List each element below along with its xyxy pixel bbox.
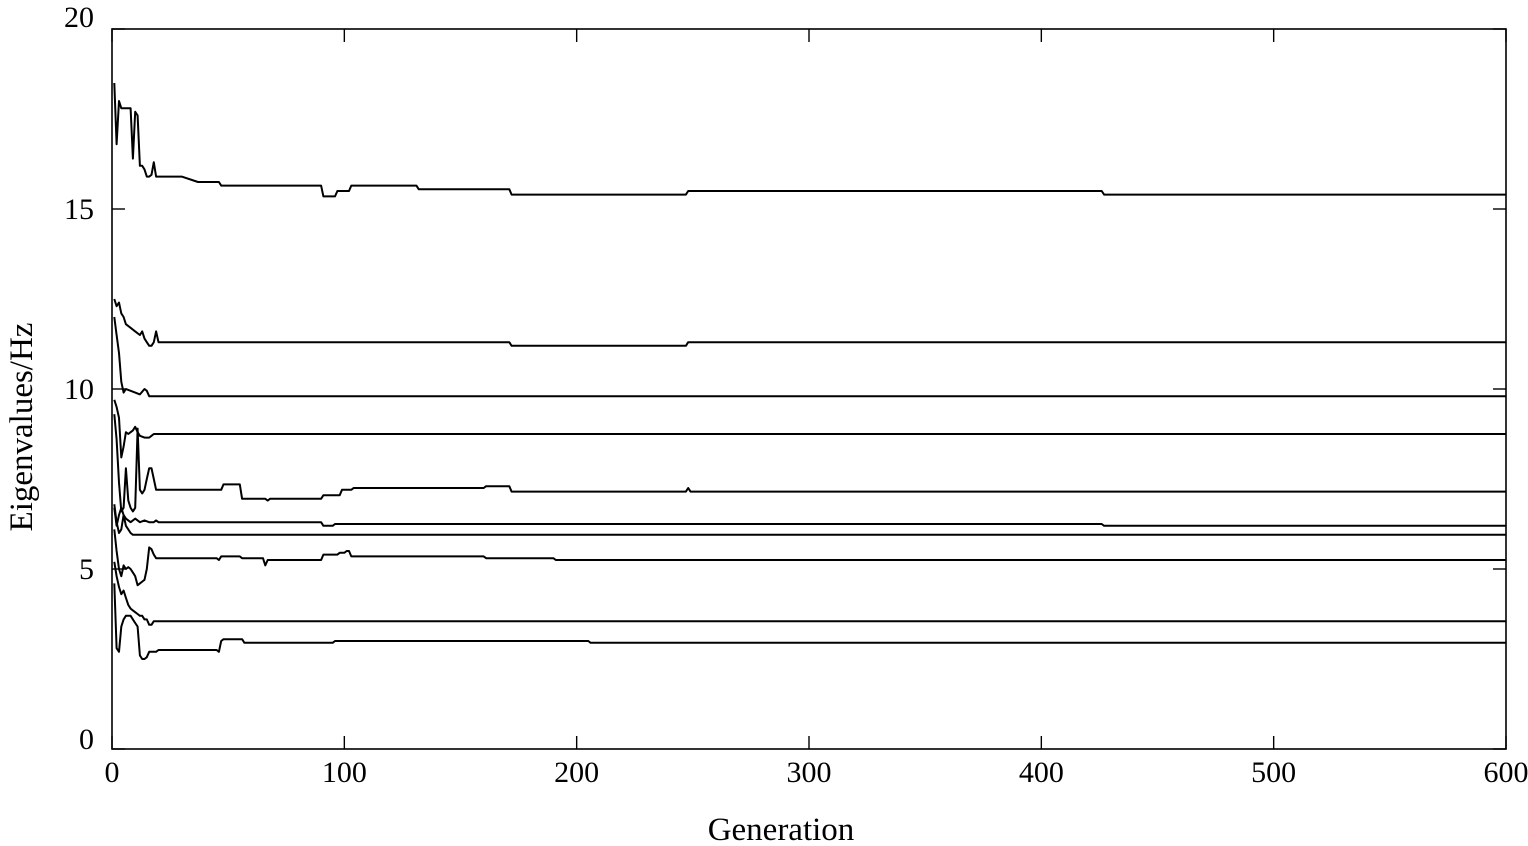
eigenvalue-line-8 xyxy=(113,529,1506,587)
eigenvalue-line-5 xyxy=(113,414,1506,513)
series-lines xyxy=(113,82,1506,660)
y-axis-label: Eigenvalues/Hz xyxy=(4,323,40,532)
eigenvalue-line-9 xyxy=(113,561,1506,626)
axis-ticks xyxy=(111,28,1507,750)
eigenvalue-line-2 xyxy=(113,298,1506,347)
eigenvalue-line-3 xyxy=(113,316,1506,398)
x-tick-label: 300 xyxy=(787,756,832,789)
x-tick-label: 200 xyxy=(554,756,599,789)
x-axis-label: Generation xyxy=(708,812,855,846)
x-tick-label: 500 xyxy=(1251,756,1296,789)
eigenvalue-line-10 xyxy=(113,583,1506,660)
x-tick-label: 100 xyxy=(322,756,367,789)
y-tick-label: 5 xyxy=(79,553,94,586)
eigenvalue-line-7 xyxy=(113,504,1506,536)
x-tick-label: 0 xyxy=(105,756,120,789)
x-tick-label: 600 xyxy=(1484,756,1528,789)
eigenvalue-line-4 xyxy=(113,399,1506,459)
y-tick-label: 0 xyxy=(79,723,94,756)
y-tick-label: 10 xyxy=(64,373,94,406)
plot-frame xyxy=(111,28,1507,750)
eigenvalue-line-1 xyxy=(113,82,1506,198)
x-tick-label: 400 xyxy=(1019,756,1064,789)
y-tick-label: 15 xyxy=(64,193,94,226)
tick-labels: 0 100 200 300 400 500 600 0 5 10 15 20 xyxy=(64,1,1528,789)
y-tick-label: 20 xyxy=(64,1,94,34)
eigenvalue-line-6 xyxy=(113,506,1506,527)
